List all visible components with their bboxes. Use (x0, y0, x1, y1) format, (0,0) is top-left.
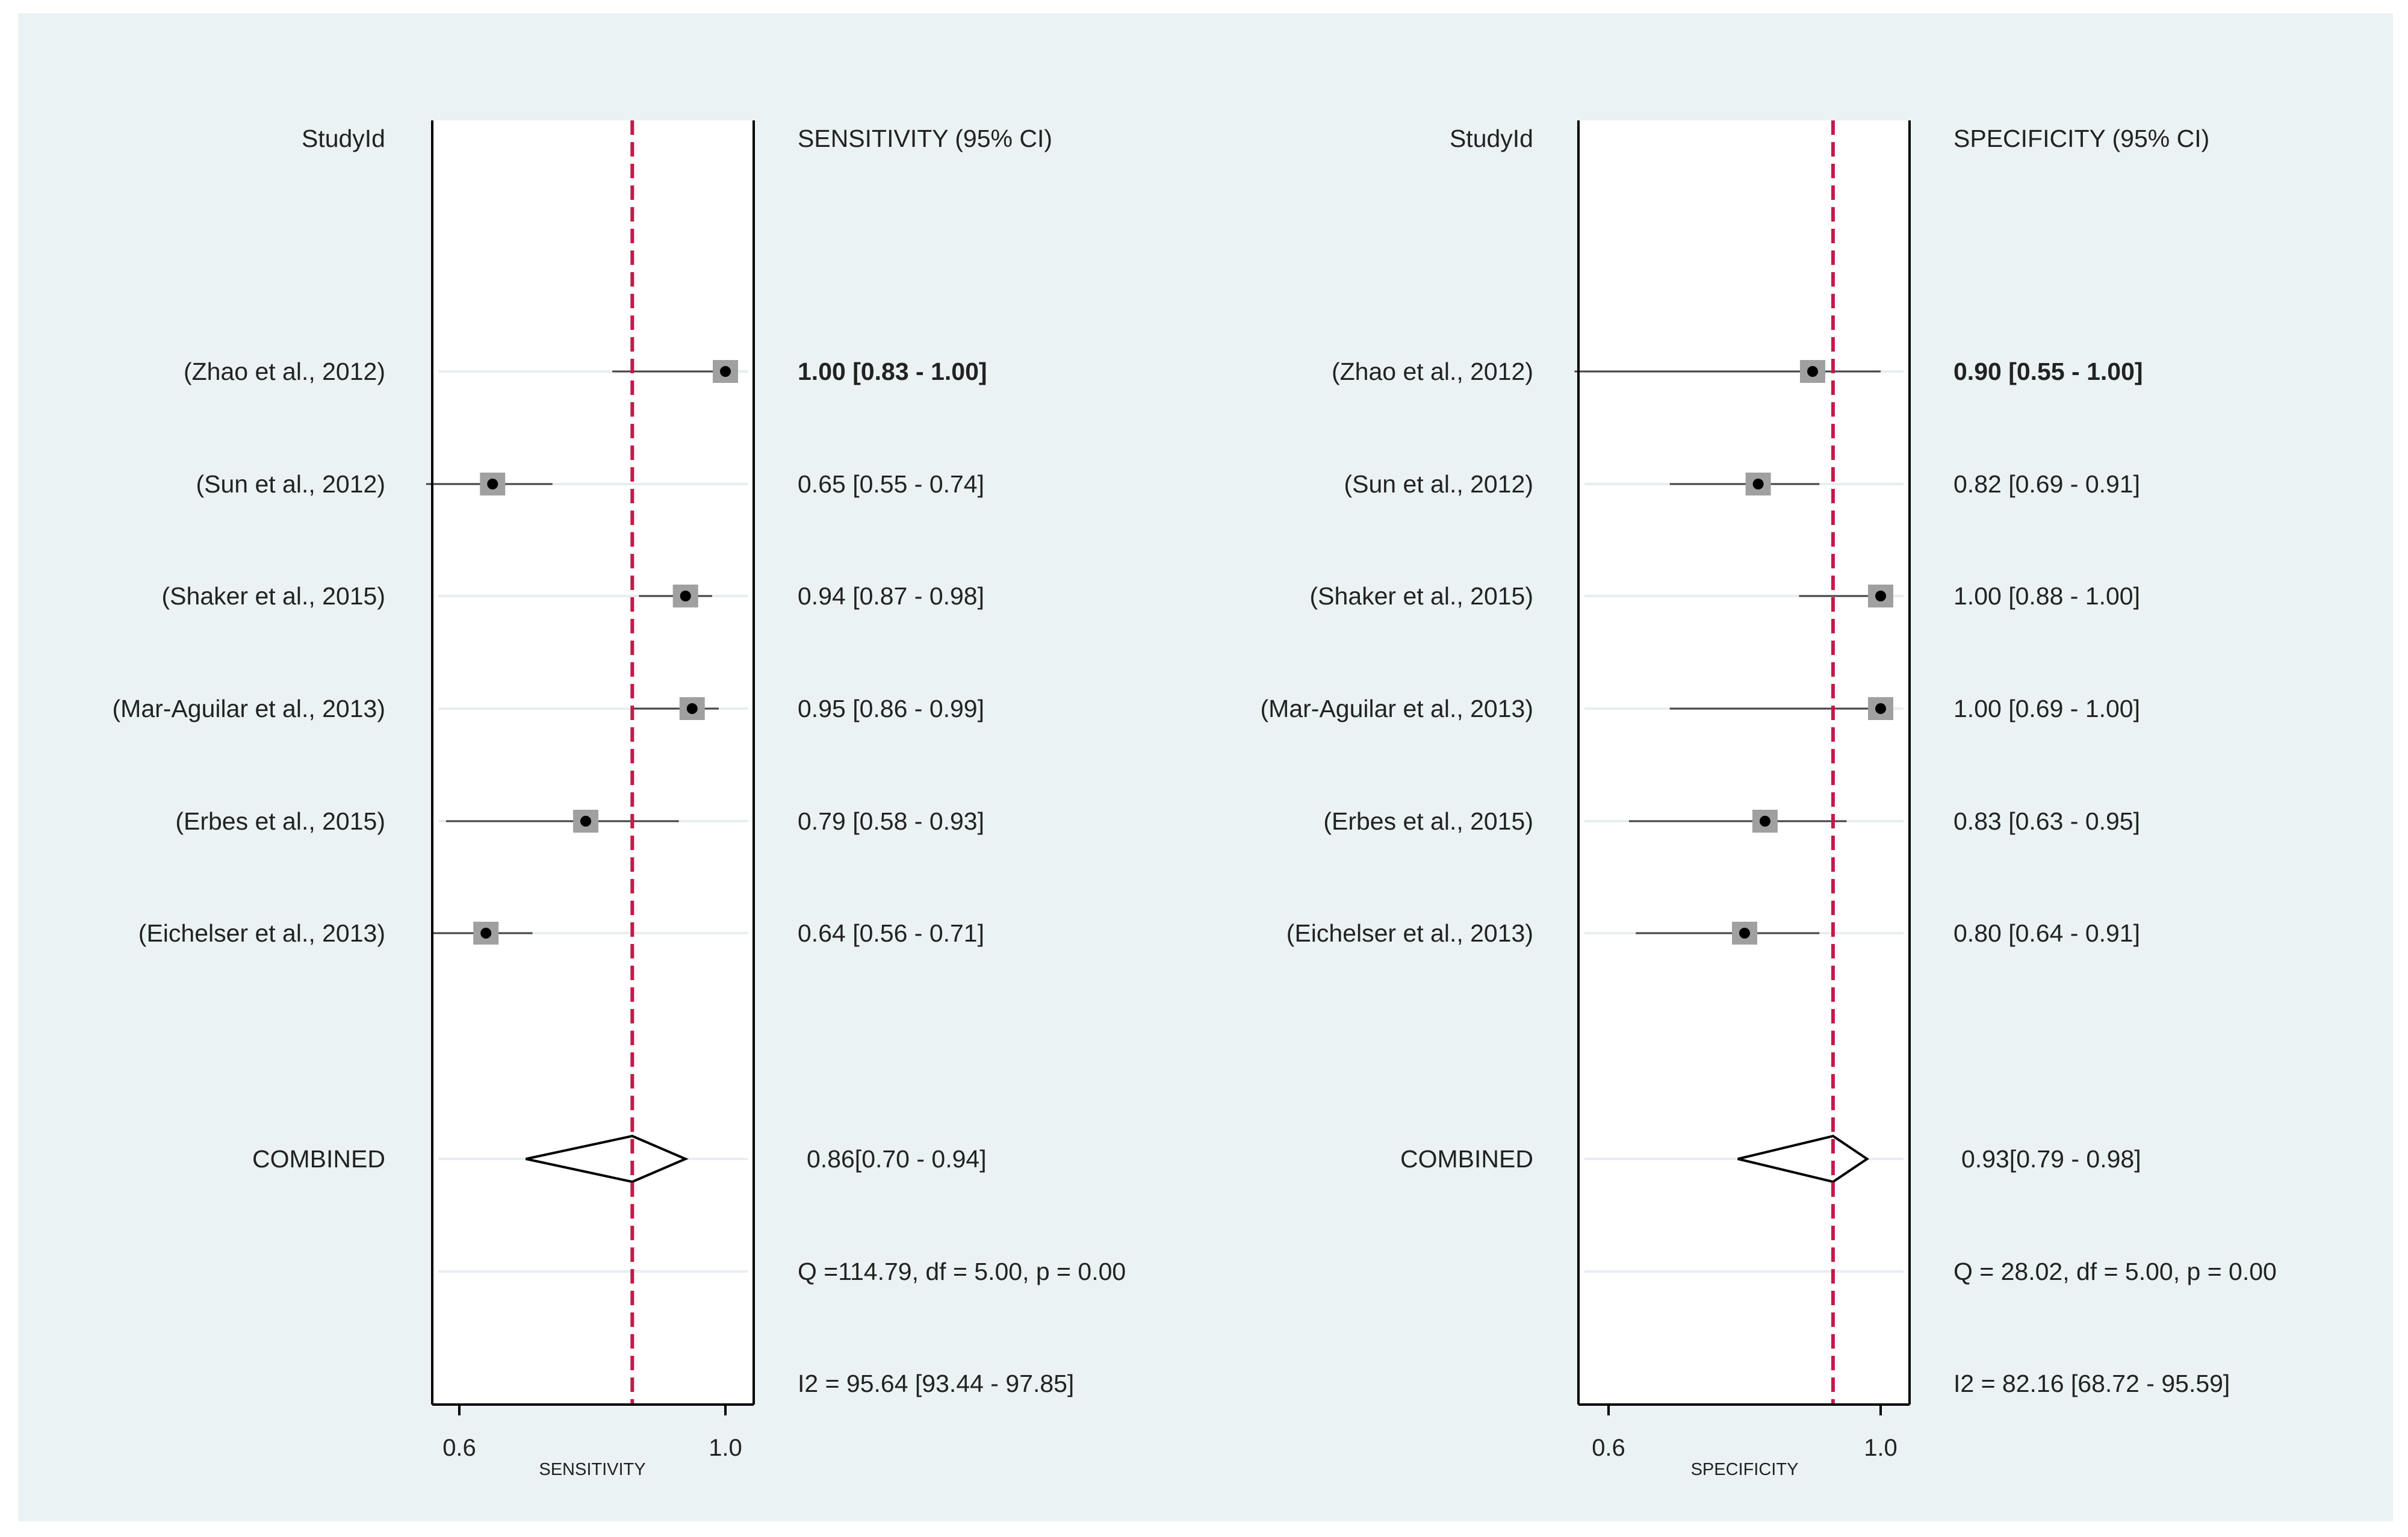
estimate-label: 0.82 [0.69 - 0.91] (1953, 470, 2140, 498)
heterogeneity-i2-label: I2 = 82.16 [68.72 - 95.59] (1953, 1370, 2230, 1397)
estimate-point (480, 928, 492, 939)
study-name: (Zhao et al., 2012) (184, 358, 385, 385)
estimate-point (1807, 366, 1818, 377)
estimate-label: 0.80 [0.64 - 0.91] (1953, 919, 2140, 947)
heterogeneity-i2-label: I2 = 95.64 [93.44 - 97.85] (798, 1370, 1074, 1397)
combined-label: COMBINED (1400, 1145, 1533, 1173)
study-row: (Shaker et al., 2015) 1.00 [0.88 - 1.00] (1310, 582, 2141, 610)
estimate-label: 0.65 [0.55 - 0.74] (798, 470, 984, 498)
column-header-study: StudyId (302, 125, 385, 152)
study-row: (Sun et al., 2012) 0.82 [0.69 - 0.91] (1344, 470, 2140, 498)
study-row: (Eichelser et al., 2013) 0.64 [0.56 - 0.7… (138, 919, 984, 947)
combined-diamond (526, 1134, 689, 1184)
estimate-label: 0.90 [0.55 - 1.00] (1953, 358, 2143, 385)
study-row: (Zhao et al., 2012) 0.90 [0.55 - 1.00] (1332, 358, 2143, 385)
estimate-point (720, 366, 731, 377)
x-axis-title: SPECIFICITY (1691, 1460, 1799, 1479)
x-tick-label: 1.0 (1864, 1435, 1898, 1461)
study-name: (Eichelser et al., 2013) (138, 919, 385, 947)
study-row: (Mar-Aguilar et al., 2013) 0.95 [0.86 - 0… (113, 695, 984, 722)
study-row: (Erbes et al., 2015) 0.83 [0.63 - 0.95] (1323, 807, 2140, 835)
study-name: (Eichelser et al., 2013) (1286, 919, 1533, 947)
estimate-label: 0.79 [0.58 - 0.93] (798, 807, 984, 835)
study-name: (Sun et al., 2012) (1344, 470, 1533, 498)
x-axis-title: SENSITIVITY (539, 1460, 645, 1479)
column-header-estimate: SPECIFICITY (95% CI) (1953, 125, 2209, 152)
estimate-label: 1.00 [0.88 - 1.00] (1953, 582, 2140, 610)
x-tick-label: 0.6 (442, 1435, 476, 1461)
column-header-study: StudyId (1450, 125, 1533, 152)
study-row: (Sun et al., 2012) 0.65 [0.55 - 0.74] (196, 470, 984, 498)
estimate-label: 1.00 [0.83 - 1.00] (798, 358, 987, 385)
study-row: (Shaker et al., 2015) 0.94 [0.87 - 0.98] (162, 582, 985, 610)
study-row: (Zhao et al., 2012) 1.00 [0.83 - 1.00] (184, 358, 987, 385)
study-name: (Sun et al., 2012) (196, 470, 385, 498)
figure-panel (18, 13, 2393, 1521)
estimate-point (1752, 479, 1764, 489)
estimate-point (1759, 816, 1770, 827)
heterogeneity-q-label: Q = 28.02, df = 5.00, p = 0.00 (1953, 1258, 2277, 1285)
study-name: (Zhao et al., 2012) (1332, 358, 1533, 385)
study-name: (Shaker et al., 2015) (162, 582, 385, 610)
column-header-estimate: SENSITIVITY (95% CI) (798, 125, 1052, 152)
study-name: (Erbes et al., 2015) (175, 807, 385, 835)
study-name: (Shaker et al., 2015) (1310, 582, 1533, 610)
plot-area (432, 120, 754, 1405)
heterogeneity-q-label: Q =114.79, df = 5.00, p = 0.00 (798, 1258, 1126, 1285)
specificity-forest-panel: StudyId SPECIFICITY (95% CI) (Zhao et al.,… (1261, 120, 2277, 1479)
estimate-point (487, 479, 498, 489)
estimate-label: 0.95 [0.86 - 0.99] (798, 695, 984, 722)
estimate-point (580, 816, 591, 827)
estimate-label: 0.94 [0.87 - 0.98] (798, 582, 984, 610)
estimate-point (1875, 703, 1886, 714)
estimate-point (686, 703, 698, 714)
estimate-label: 0.83 [0.63 - 0.95] (1953, 807, 2140, 835)
study-name: (Mar-Aguilar et al., 2013) (1261, 695, 1533, 722)
study-name: (Erbes et al., 2015) (1323, 807, 1533, 835)
estimate-label: 0.64 [0.56 - 0.71] (798, 919, 984, 947)
plot-area (1578, 120, 1910, 1405)
combined-estimate-label: 0.93[0.79 - 0.98] (1961, 1145, 2141, 1173)
x-tick-label: 1.0 (709, 1435, 742, 1461)
x-tick-label: 0.6 (1592, 1435, 1625, 1461)
estimate-label: 1.00 [0.69 - 1.00] (1953, 695, 2140, 722)
estimate-point (1875, 591, 1886, 601)
study-row: (Erbes et al., 2015) 0.79 [0.58 - 0.93] (175, 807, 984, 835)
combined-label: COMBINED (252, 1145, 385, 1173)
estimate-point (680, 591, 691, 601)
estimate-point (1739, 928, 1750, 939)
study-name: (Mar-Aguilar et al., 2013) (113, 695, 385, 722)
study-row: (Mar-Aguilar et al., 2013) 1.00 [0.69 - 1… (1261, 695, 2140, 722)
sensitivity-forest-panel: StudyId SENSITIVITY (95% CI) (Zhao et al.,… (113, 120, 1126, 1479)
combined-estimate-label: 0.86[0.70 - 0.94] (807, 1145, 987, 1173)
study-row: (Eichelser et al., 2013) 0.80 [0.64 - 0.9… (1286, 919, 2140, 947)
